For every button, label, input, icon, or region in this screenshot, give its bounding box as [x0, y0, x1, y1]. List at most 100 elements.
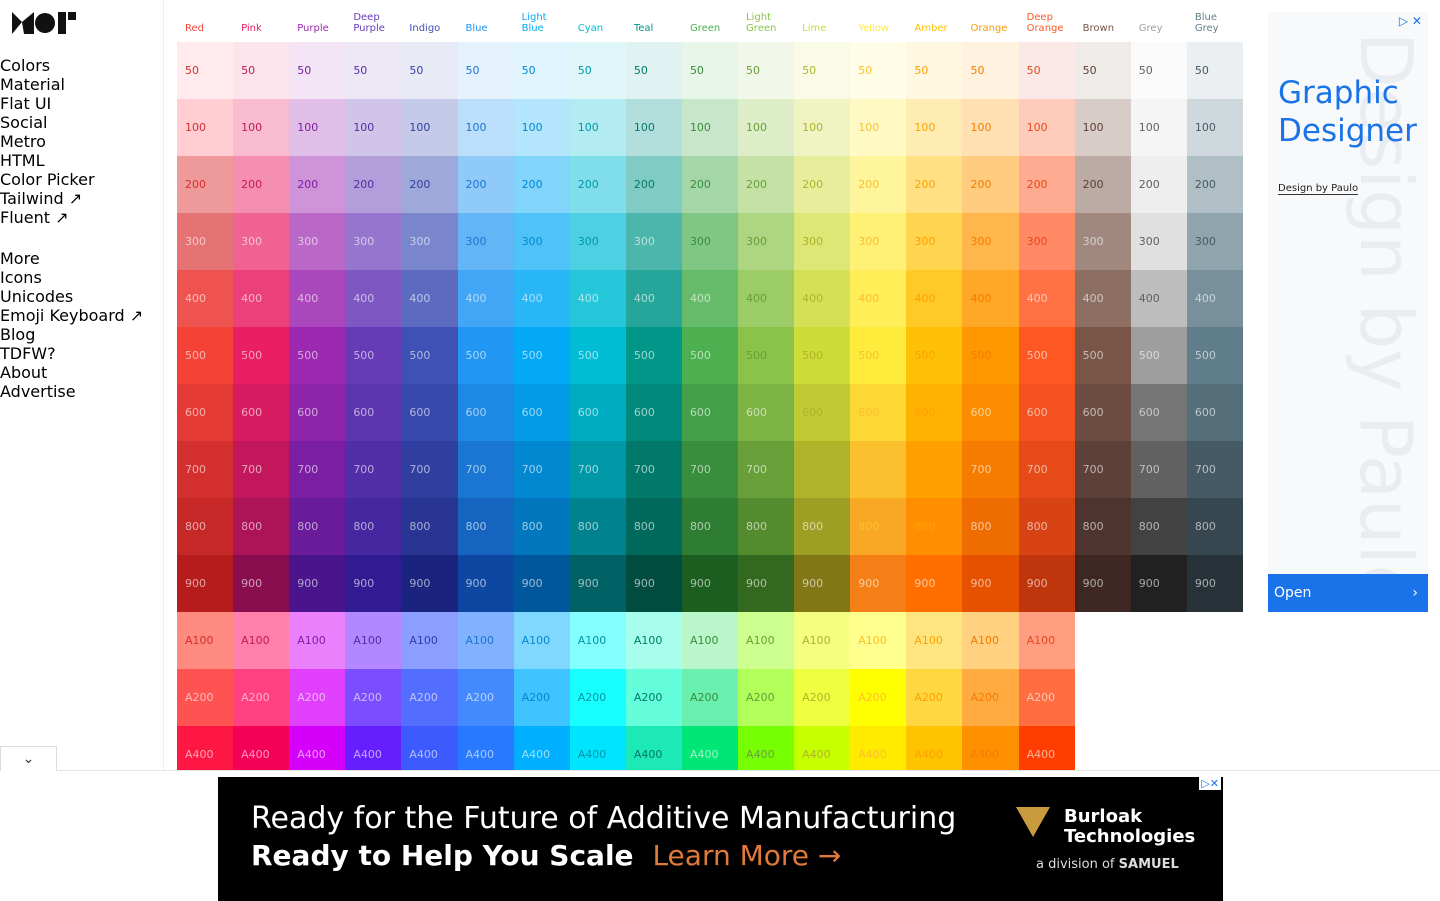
color-swatch[interactable]: 300	[625, 213, 682, 270]
color-swatch[interactable]: A100	[233, 612, 290, 669]
color-swatch[interactable]: 400	[1186, 270, 1243, 327]
color-swatch[interactable]: 900	[457, 555, 514, 612]
color-swatch[interactable]: 50	[457, 42, 514, 99]
color-swatch[interactable]: A400	[1018, 726, 1075, 770]
color-swatch[interactable]: 500	[1186, 327, 1243, 384]
column-header[interactable]: Indigo	[409, 23, 441, 34]
color-swatch[interactable]: 300	[681, 213, 739, 270]
collapse[interactable]: ⌄	[0, 746, 57, 771]
color-swatch[interactable]: 100	[1074, 99, 1131, 156]
color-swatch[interactable]: 600	[177, 384, 234, 441]
color-swatch[interactable]: 50	[1074, 42, 1131, 99]
color-swatch[interactable]: 400	[681, 270, 739, 327]
color-swatch[interactable]: 500	[569, 327, 626, 384]
color-swatch[interactable]: 600	[401, 384, 458, 441]
color-swatch[interactable]: 50	[1186, 42, 1243, 99]
color-swatch[interactable]: 500	[681, 327, 739, 384]
color-swatch[interactable]: 900	[906, 555, 963, 612]
color-swatch[interactable]: 800	[289, 498, 346, 555]
nav-item[interactable]: TDFW?	[0, 344, 56, 363]
color-swatch[interactable]: 100	[681, 99, 739, 156]
column-header[interactable]: Red	[185, 23, 204, 34]
color-swatch[interactable]: 100	[401, 99, 458, 156]
logo[interactable]	[12, 10, 78, 36]
color-swatch[interactable]: 800	[906, 498, 963, 555]
color-swatch[interactable]: 800	[177, 498, 234, 555]
color-swatch[interactable]: 900	[738, 555, 795, 612]
color-swatch[interactable]: A400	[177, 726, 234, 770]
color-swatch[interactable]: 400	[569, 270, 626, 327]
color-swatch[interactable]: 800	[738, 498, 795, 555]
color-swatch[interactable]: A200	[569, 669, 626, 726]
color-swatch[interactable]: 200	[738, 156, 795, 213]
color-swatch[interactable]: 800	[850, 498, 907, 555]
color-swatch[interactable]: 400	[457, 270, 514, 327]
color-swatch[interactable]: 900	[681, 555, 739, 612]
color-swatch[interactable]: 200	[906, 156, 963, 213]
color-swatch[interactable]: A400	[401, 726, 458, 770]
color-swatch[interactable]: 50	[233, 42, 290, 99]
color-swatch[interactable]: 400	[738, 270, 795, 327]
color-swatch[interactable]: A100	[850, 612, 907, 669]
column-header[interactable]: Light Green	[746, 12, 777, 34]
color-swatch[interactable]: 400	[850, 270, 907, 327]
color-swatch[interactable]: 500	[1130, 327, 1187, 384]
color-swatch[interactable]: 200	[625, 156, 682, 213]
nav-item[interactable]: Flat UI	[0, 94, 52, 113]
column-header[interactable]: Purple	[297, 23, 329, 34]
color-swatch[interactable]: 700	[906, 441, 963, 498]
color-swatch[interactable]: 600	[1018, 384, 1075, 441]
nav-item[interactable]: About	[0, 363, 48, 382]
color-swatch[interactable]: 500	[1074, 327, 1131, 384]
color-swatch[interactable]: 700	[401, 441, 458, 498]
color-swatch[interactable]: A100	[569, 612, 626, 669]
color-swatch[interactable]: 900	[1074, 555, 1131, 612]
color-swatch[interactable]: 300	[289, 213, 346, 270]
color-swatch[interactable]: 100	[850, 99, 907, 156]
color-swatch[interactable]: 50	[850, 42, 907, 99]
column-header[interactable]: Lime	[802, 23, 827, 34]
color-swatch[interactable]: 300	[1018, 213, 1075, 270]
nav-item[interactable]: Metro	[0, 132, 46, 151]
color-swatch[interactable]: 900	[401, 555, 458, 612]
color-swatch[interactable]: A200	[681, 669, 739, 726]
color-swatch[interactable]: 200	[233, 156, 290, 213]
color-swatch[interactable]: 800	[345, 498, 402, 555]
color-swatch[interactable]: A200	[345, 669, 402, 726]
color-swatch[interactable]: 500	[345, 327, 402, 384]
color-swatch[interactable]: A100	[289, 612, 346, 669]
color-swatch[interactable]: 900	[513, 555, 570, 612]
column-header[interactable]: Deep Purple	[353, 12, 385, 34]
color-swatch[interactable]: 50	[289, 42, 346, 99]
color-swatch[interactable]: 50	[794, 42, 851, 99]
color-swatch[interactable]: 500	[401, 327, 458, 384]
color-swatch[interactable]: 900	[345, 555, 402, 612]
color-swatch[interactable]: 500	[289, 327, 346, 384]
color-swatch[interactable]: 300	[1130, 213, 1187, 270]
color-swatch[interactable]: 600	[345, 384, 402, 441]
color-swatch[interactable]: 50	[1018, 42, 1075, 99]
color-swatch[interactable]: 700	[233, 441, 290, 498]
color-swatch[interactable]: A200	[850, 669, 907, 726]
color-swatch[interactable]: 700	[794, 441, 851, 498]
bottom-ad[interactable]: Ready for the Future of Additive Manufac…	[218, 777, 1223, 901]
color-swatch[interactable]: 400	[1130, 270, 1187, 327]
color-swatch[interactable]: A100	[513, 612, 570, 669]
color-swatch[interactable]: 100	[1186, 99, 1243, 156]
color-swatch[interactable]: A400	[794, 726, 851, 770]
color-swatch[interactable]: 900	[850, 555, 907, 612]
color-swatch[interactable]: A400	[289, 726, 346, 770]
color-swatch[interactable]: 300	[962, 213, 1019, 270]
color-swatch[interactable]: A100	[681, 612, 739, 669]
color-swatch[interactable]: 50	[625, 42, 682, 99]
color-swatch[interactable]: 400	[1074, 270, 1131, 327]
color-swatch[interactable]: 600	[1130, 384, 1187, 441]
column-header[interactable]: Green	[689, 23, 721, 34]
color-swatch[interactable]: 400	[289, 270, 346, 327]
color-swatch[interactable]: A100	[177, 612, 234, 669]
color-swatch[interactable]: 100	[738, 99, 795, 156]
color-swatch[interactable]: 100	[906, 99, 963, 156]
color-swatch[interactable]: 400	[625, 270, 682, 327]
column-header[interactable]: Blue Grey	[1194, 12, 1219, 34]
color-swatch[interactable]: 300	[738, 213, 795, 270]
